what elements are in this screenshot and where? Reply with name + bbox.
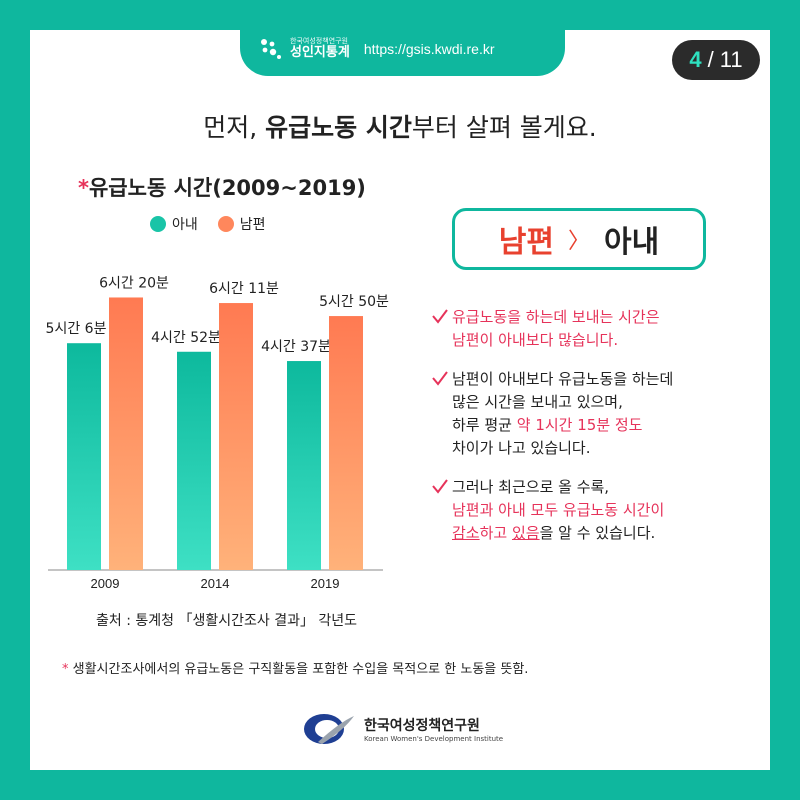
site-name: 성인지통계 [290, 44, 350, 60]
finding-3-decrease: 감소 [452, 524, 480, 542]
finding-item-3: 그러나 최근으로 올 수록, 남편과 아내 모두 유급노동 시간이 감소하고 있… [428, 476, 768, 545]
comparison-greater-than-icon: 〉 [567, 229, 590, 254]
org-name-english: Korean Women's Development Institute [364, 735, 504, 743]
comparison-left: 남편 [498, 225, 554, 260]
chart-title: *유급노동 시간(2009~2019) [78, 172, 366, 202]
page-separator: / [707, 47, 714, 72]
data-label-wife-2014: 4시간 52분 [151, 330, 221, 346]
bar-wife-2009 [67, 343, 101, 570]
bar-wife-2014 [177, 351, 211, 570]
x-tick-label-2019: 2019 [311, 576, 340, 591]
org-small-name: 한국여성정책연구원 [290, 37, 348, 45]
page-total: 11 [719, 47, 743, 72]
chart-title-star: * [78, 176, 89, 200]
x-tick-label-2014: 2014 [201, 576, 230, 591]
data-label-wife-2009: 5시간 6분 [46, 321, 107, 337]
finding-2-highlight: 약 1시간 15분 정도 [516, 416, 643, 434]
chart-legend: 아내 남편 [150, 214, 266, 234]
finding-item-1: 유급노동을 하는데 보내는 시간은 남편이 아내보다 많습니다. [428, 306, 768, 352]
dots-logo-icon [261, 39, 281, 59]
page-headline: 먼저, 유급노동 시간부터 살펴 볼게요. [0, 108, 800, 144]
finding-item-2: 남편이 아내보다 유급노동을 하는데 많은 시간을 보내고 있으며, 하루 평균… [428, 368, 768, 460]
data-label-husband-2014: 6시간 11분 [209, 281, 279, 297]
chart-title-text: 유급노동 시간(2009~2019) [88, 176, 366, 200]
legend-swatch-husband [217, 216, 234, 232]
finding-1-line-2: 남편이 아내보다 많습니다. [452, 331, 619, 349]
footnote: * 생활시간조사에서의 유급노동은 구직활동을 포함한 수입을 목적으로 한 노… [62, 658, 528, 677]
check-icon [432, 371, 448, 386]
finding-3-doing: 하고 [479, 524, 512, 542]
headline-suffix: 부터 살펴 볼게요. [411, 113, 597, 142]
org-footer-logo[interactable]: 한국여성정책연구원 Korean Women's Development Ins… [300, 712, 503, 746]
data-label-husband-2019: 5시간 50분 [319, 294, 389, 310]
site-logo[interactable]: 한국여성정책연구원 성인지통계 [260, 37, 350, 60]
bar-husband-2014 [219, 303, 253, 570]
bar-husband-2009 [109, 297, 143, 570]
legend-label-husband: 남편 [239, 217, 266, 233]
footnote-text: 생활시간조사에서의 유급노동은 구직활동을 포함한 수입을 목적으로 한 노동을… [72, 662, 529, 677]
findings-list: 유급노동을 하는데 보내는 시간은 남편이 아내보다 많습니다. 남편이 아내보… [428, 306, 768, 561]
comparison-box: 남편 〉 아내 [452, 208, 706, 270]
page-current: 4 [689, 47, 702, 72]
x-tick-label-2009: 2009 [91, 576, 120, 591]
site-url-link[interactable]: https://gsis.kwdi.re.kr [363, 41, 495, 57]
check-icon [432, 309, 448, 324]
finding-3-line-2: 남편과 아내 모두 유급노동 시간이 [452, 501, 665, 519]
legend-item-wife: 아내 [150, 214, 198, 234]
finding-2-line-4: 차이가 나고 있습니다. [452, 439, 591, 457]
finding-3-line-1: 그러나 최근으로 올 수록, [452, 478, 610, 496]
check-icon [432, 479, 448, 494]
finding-3-exists: 있음 [511, 524, 540, 542]
data-label-husband-2009: 6시간 20분 [99, 275, 169, 291]
page-indicator: 4 / 11 [672, 40, 760, 80]
chart-source: 출처 : 통계청 「생활시간조사 결과」 각년도 [96, 613, 358, 629]
legend-item-husband: 남편 [217, 214, 266, 234]
header-tab: 한국여성정책연구원 성인지통계 https://gsis.kwdi.re.kr [240, 22, 565, 76]
finding-1-line-1: 유급노동을 하는데 보내는 시간은 [452, 308, 660, 326]
finding-2-line-1: 남편이 아내보다 유급노동을 하는데 [452, 370, 674, 388]
headline-bold: 유급노동 시간 [265, 113, 412, 142]
footnote-star: * [62, 662, 69, 677]
kwdi-logo-icon [304, 714, 354, 744]
finding-2-line-2: 많은 시간을 보내고 있으며, [452, 393, 623, 411]
bar-chart: 5시간 6분 6시간 20분 2009 4시간 52분 6시간 11분 2014 4시간 3… [46, 275, 389, 591]
comparison-right: 아내 [604, 225, 660, 260]
headline-prefix: 먼저, [203, 113, 266, 142]
bar-husband-2019 [329, 316, 363, 570]
finding-3-rest: 을 알 수 있습니다. [539, 524, 656, 542]
legend-label-wife: 아내 [172, 217, 198, 233]
legend-swatch-wife [150, 216, 166, 232]
content-card [30, 30, 770, 770]
bar-wife-2019 [287, 361, 321, 570]
finding-2-line-3: 하루 평균 [452, 416, 517, 434]
org-name-korean: 한국여성정책연구원 [364, 718, 480, 734]
data-label-wife-2019: 4시간 37분 [261, 339, 331, 355]
